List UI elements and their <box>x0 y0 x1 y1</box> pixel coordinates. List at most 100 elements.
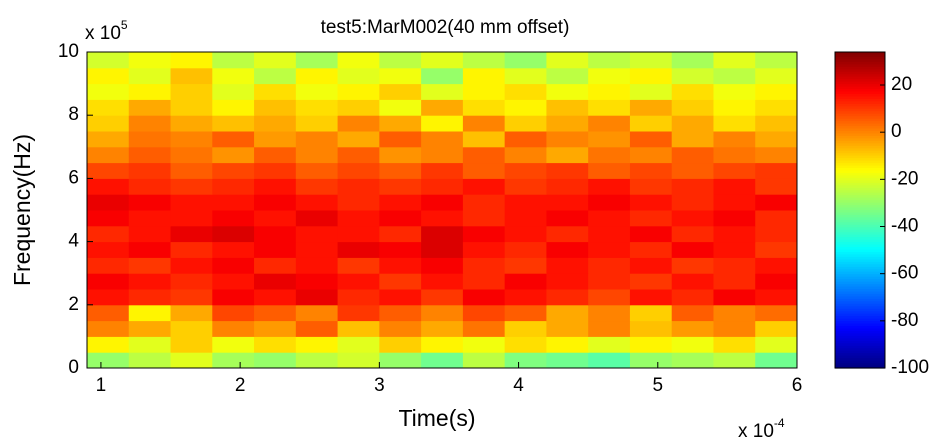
colorbar-segment <box>835 296 885 300</box>
heatmap-cell <box>629 131 673 148</box>
colorbar-segment <box>835 298 885 302</box>
heatmap-cell <box>212 83 255 100</box>
heatmap-cell <box>629 352 673 369</box>
heatmap-cell <box>462 241 506 258</box>
plot-frame <box>86 51 798 369</box>
heatmap-cell <box>671 241 714 258</box>
heatmap-cell <box>87 67 130 85</box>
heatmap-cell <box>128 146 172 164</box>
heatmap-cell <box>713 194 756 211</box>
heatmap-cell <box>588 352 631 369</box>
heatmap-cell <box>379 52 422 69</box>
heatmap-cell <box>212 352 255 369</box>
heatmap-cell <box>713 320 756 337</box>
heatmap-cell <box>713 273 756 290</box>
colorbar-segment <box>835 185 885 189</box>
heatmap-cell <box>212 273 255 290</box>
colorbar-tick-label: -60 <box>891 263 918 284</box>
heatmap-cell <box>87 194 130 211</box>
heatmap-cell <box>212 146 255 164</box>
heatmap-cell <box>379 67 422 85</box>
colorbar-segment <box>835 261 885 265</box>
heatmap-cell <box>170 83 213 100</box>
heatmap-cell <box>462 131 506 148</box>
heatmap-cell <box>87 178 130 195</box>
colorbar-segment <box>835 350 885 354</box>
colorbar-segment <box>835 338 885 342</box>
x-multiplier: x 10-4 <box>738 416 785 441</box>
heatmap-cell <box>212 241 255 258</box>
colorbar-segment <box>835 153 885 157</box>
colorbar-segment <box>835 343 885 347</box>
colorbar-segment <box>835 340 885 344</box>
colorbar-segment <box>835 190 885 194</box>
heatmap-cell <box>212 162 255 179</box>
heatmap-cell <box>671 225 714 243</box>
colorbar-segment <box>835 214 885 219</box>
heatmap-cell <box>254 178 297 195</box>
heatmap-cell <box>379 225 422 243</box>
colorbar-segment <box>835 210 885 214</box>
heatmap-cell <box>713 225 756 243</box>
heatmap-cell <box>295 289 339 306</box>
heatmap-cell <box>421 257 464 274</box>
heatmap-cell <box>295 304 339 322</box>
colorbar-segment <box>835 291 885 295</box>
heatmap-cell <box>87 210 130 227</box>
colorbar-segment <box>835 259 885 263</box>
colorbar-segment <box>835 91 885 95</box>
heatmap-cell <box>295 241 339 258</box>
heatmap-cell <box>254 162 297 179</box>
heatmap-cell <box>170 210 213 227</box>
heatmap-cell <box>421 178 464 195</box>
heatmap-cell <box>295 257 339 274</box>
heatmap-cell <box>170 225 213 243</box>
heatmap-cell <box>504 210 547 227</box>
heatmap-cell <box>504 225 547 243</box>
heatmap-cell <box>379 352 422 369</box>
colorbar-segment <box>835 326 885 330</box>
colorbar-segment <box>835 182 885 186</box>
heatmap-cell <box>546 162 589 179</box>
heatmap-cell <box>713 146 756 164</box>
heatmap-cell <box>629 225 673 243</box>
heatmap-cell <box>128 67 172 85</box>
heatmap-cell <box>128 304 172 322</box>
heatmap-cell <box>170 99 213 116</box>
heatmap-cell <box>170 52 213 69</box>
heatmap-cell <box>588 178 631 195</box>
heatmap-cell <box>629 162 673 179</box>
colorbar-segment <box>835 316 885 320</box>
heatmap-cell <box>462 257 506 274</box>
colorbar-segment <box>835 160 885 164</box>
heatmap-cell <box>755 273 798 290</box>
heatmap-cell <box>295 178 339 195</box>
colorbar-segment <box>835 330 885 335</box>
heatmap-cell <box>337 83 380 100</box>
colorbar-segment <box>835 86 885 90</box>
chart-title: test5:MarM002(40 mm offset) <box>321 17 570 38</box>
heatmap-cell <box>379 241 422 258</box>
colorbar-segment <box>835 89 885 93</box>
heatmap-cell <box>128 320 172 337</box>
colorbar-segment <box>835 232 885 236</box>
heatmap-cell <box>379 83 422 100</box>
heatmap-cell <box>504 273 547 290</box>
heatmap-cell <box>128 336 172 353</box>
heatmap-cell <box>337 289 380 306</box>
colorbar-segment <box>835 306 885 310</box>
heatmap-cell <box>504 257 547 274</box>
heatmap-cell <box>629 67 673 85</box>
colorbar-tick-label: -20 <box>891 168 918 189</box>
heatmap-cell <box>421 162 464 179</box>
heatmap-cell <box>87 304 130 322</box>
heatmap-cell <box>755 241 798 258</box>
colorbar-segment <box>835 333 885 337</box>
colorbar-segment <box>835 131 885 135</box>
colorbar-segment <box>835 66 885 70</box>
heatmap-cell <box>504 289 547 306</box>
colorbar-segment <box>835 301 885 305</box>
heatmap-cell <box>295 210 339 227</box>
heatmap-cell <box>87 52 130 69</box>
heatmap-cell <box>128 178 172 195</box>
